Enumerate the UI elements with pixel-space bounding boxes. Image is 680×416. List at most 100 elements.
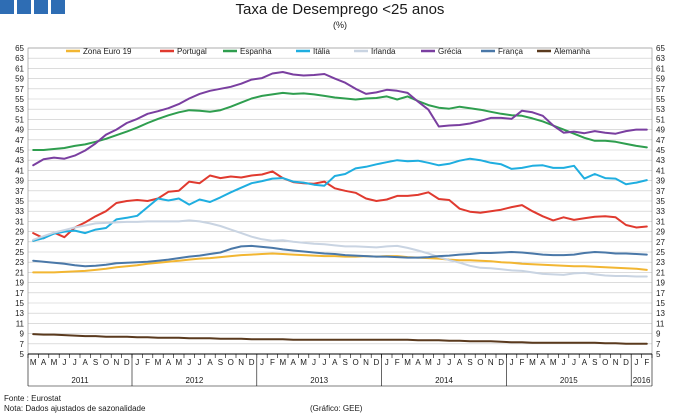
y-tick-label-right: 29 — [656, 228, 665, 237]
x-tick-label: N — [114, 358, 120, 367]
x-tick-label: F — [644, 358, 649, 367]
series-line-2 — [32, 91, 648, 151]
x-tick-label: J — [634, 358, 638, 367]
x-tick-label: F — [520, 358, 525, 367]
x-tick-label: A — [41, 358, 47, 367]
x-tick-label: D — [124, 358, 130, 367]
x-tick-label: M — [279, 358, 286, 367]
y-tick-label-left: 35 — [15, 197, 24, 206]
x-tick-label: O — [228, 358, 234, 367]
y-tick-label-right: 53 — [656, 105, 665, 114]
year-label-2014: 2014 — [435, 376, 453, 385]
x-tick-label: M — [550, 358, 557, 367]
y-tick-label-right: 37 — [656, 187, 665, 196]
y-tick-label-left: 29 — [15, 228, 24, 237]
y-tick-label-right: 35 — [656, 197, 665, 206]
y-tick-label-right: 61 — [656, 64, 665, 73]
x-tick-label: O — [477, 358, 483, 367]
legend-label-4: Irlanda — [371, 47, 396, 56]
y-tick-label-left: 41 — [15, 166, 24, 175]
y-tick-label-right: 21 — [656, 268, 665, 277]
x-tick-label: J — [187, 358, 191, 367]
y-tick-label-right: 57 — [656, 85, 665, 94]
footer-note: Nota: Dados ajustados de sazonalidade — [4, 404, 146, 413]
series-line-7 — [32, 333, 648, 345]
y-tick-label-right: 43 — [656, 156, 665, 165]
y-tick-label-left: 61 — [15, 64, 24, 73]
y-tick-label-left: 55 — [15, 95, 24, 104]
brand-square-2 — [17, 0, 31, 14]
brand-square-1 — [0, 0, 14, 14]
x-tick-label: A — [207, 358, 213, 367]
x-tick-label: M — [155, 358, 162, 367]
y-tick-label-left: 5 — [20, 350, 25, 359]
y-tick-label-left: 45 — [15, 146, 24, 155]
y-tick-label-left: 17 — [15, 289, 24, 298]
y-tick-label-left: 43 — [15, 156, 24, 165]
y-tick-label-left: 33 — [15, 207, 24, 216]
year-label-2013: 2013 — [310, 376, 328, 385]
x-tick-label: S — [467, 358, 472, 367]
brand-square-4 — [51, 0, 65, 14]
y-tick-label-left: 39 — [15, 177, 24, 186]
x-tick-label: M — [175, 358, 182, 367]
y-tick-label-right: 7 — [656, 340, 661, 349]
y-tick-label-left: 9 — [20, 330, 25, 339]
x-tick-label: M — [425, 358, 432, 367]
y-tick-label-left: 27 — [15, 238, 24, 247]
brand-square-3 — [34, 0, 48, 14]
footer-source: Fonte : Eurostat — [4, 394, 61, 403]
legend-label-5: Grécia — [438, 47, 462, 56]
x-tick-label: A — [166, 358, 172, 367]
y-tick-label-right: 27 — [656, 238, 665, 247]
y-tick-label-left: 13 — [15, 309, 24, 318]
series-line-0 — [32, 252, 648, 274]
x-tick-label: D — [498, 358, 504, 367]
x-tick-label: D — [623, 358, 629, 367]
y-tick-label-right: 49 — [656, 126, 665, 135]
y-tick-label-left: 25 — [15, 248, 24, 257]
y-tick-label-right: 59 — [656, 75, 665, 84]
legend-label-1: Portugal — [177, 47, 207, 56]
x-tick-label: M — [30, 358, 37, 367]
y-tick-label-left: 63 — [15, 54, 24, 63]
y-tick-label-right: 11 — [656, 319, 665, 328]
y-tick-label-left: 59 — [15, 75, 24, 84]
x-tick-label: O — [352, 358, 358, 367]
x-tick-label: A — [582, 358, 588, 367]
y-tick-label-right: 41 — [656, 166, 665, 175]
x-tick-label: F — [395, 358, 400, 367]
x-tick-label: A — [291, 358, 297, 367]
x-tick-label: J — [437, 358, 441, 367]
series-line-4 — [32, 219, 648, 278]
x-tick-label: J — [198, 358, 202, 367]
y-tick-label-right: 63 — [656, 54, 665, 63]
legend-label-0: Zona Euro 19 — [83, 47, 132, 56]
legend-label-3: Itália — [313, 47, 330, 56]
y-tick-label-right: 51 — [656, 115, 665, 124]
y-tick-label-right: 5 — [656, 350, 661, 359]
x-tick-label: N — [613, 358, 619, 367]
y-tick-label-right: 39 — [656, 177, 665, 186]
y-tick-label-left: 31 — [15, 217, 24, 226]
y-tick-label-left: 21 — [15, 268, 24, 277]
year-label-2016: 2016 — [633, 376, 651, 385]
x-tick-label: J — [447, 358, 451, 367]
y-tick-label-right: 9 — [656, 330, 661, 339]
x-tick-label: N — [363, 358, 369, 367]
x-tick-label: A — [540, 358, 546, 367]
year-label-2011: 2011 — [71, 376, 89, 385]
y-tick-label-right: 47 — [656, 136, 665, 145]
x-tick-label: J — [510, 358, 514, 367]
y-tick-label-left: 49 — [15, 126, 24, 135]
x-tick-label: J — [322, 358, 326, 367]
year-label-2012: 2012 — [186, 376, 204, 385]
y-tick-label-right: 15 — [656, 299, 665, 308]
y-tick-label-left: 65 — [15, 44, 24, 53]
series-line-3 — [32, 157, 648, 242]
y-tick-label-right: 13 — [656, 309, 665, 318]
footer-credit: (Gráfico: GEE) — [310, 404, 363, 413]
legend-label-7: Alemanha — [554, 47, 591, 56]
y-tick-label-right: 33 — [656, 207, 665, 216]
